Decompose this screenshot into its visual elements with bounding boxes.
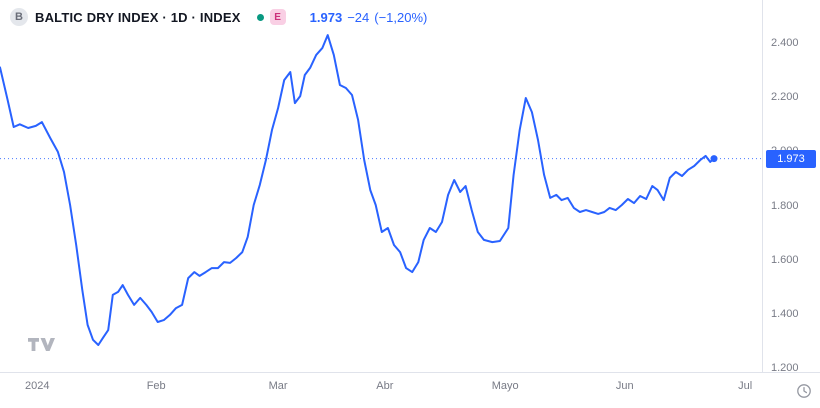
eod-data-flag-badge[interactable]: E [269,9,286,25]
price-line-series [0,34,715,346]
price-axis-tick: 1.200 [771,362,799,374]
time-axis-tick: Mar [268,380,288,392]
price-axis-tick: 1.800 [771,199,799,212]
tradingview-logo-icon[interactable] [28,338,55,351]
symbol-title[interactable]: BALTIC DRY INDEX · 1D · INDEX [35,9,241,25]
price-change-value: −24 [347,9,370,25]
chart-plot-area[interactable] [0,0,762,372]
last-price-value: 1.973 [309,9,343,25]
time-axis-tick: Jun [615,380,634,392]
price-change-percent: (−1,20%) [374,9,428,25]
symbol-legend: B BALTIC DRY INDEX · 1D · INDEX E 1.973 … [10,8,427,26]
current-price-badge: 1.973 [766,149,816,168]
time-axis-tick: Feb [146,380,166,392]
time-axis-tick: Abr [376,380,394,392]
quote-values: 1.973 −24 (−1,20%) [310,10,428,25]
price-axis-tick: 2.200 [771,91,799,104]
market-status-dot-icon [256,13,264,21]
price-axis-tick: 2.400 [771,37,799,49]
price-axis-tick: 1.600 [771,253,799,266]
price-axis-tick: 1.400 [771,307,799,320]
time-axis-tick: Jul [738,380,753,392]
timezone-clock-icon[interactable] [796,383,812,399]
time-axis[interactable]: 2024 Feb Mar Abr Mayo Jun Jul [0,372,820,408]
symbol-logo-icon: B [10,8,28,26]
price-chart-svg [0,34,762,346]
last-price-marker-icon [710,155,718,163]
time-axis-tick: 2024 [25,380,50,392]
time-axis-tick: Mayo [491,380,519,392]
